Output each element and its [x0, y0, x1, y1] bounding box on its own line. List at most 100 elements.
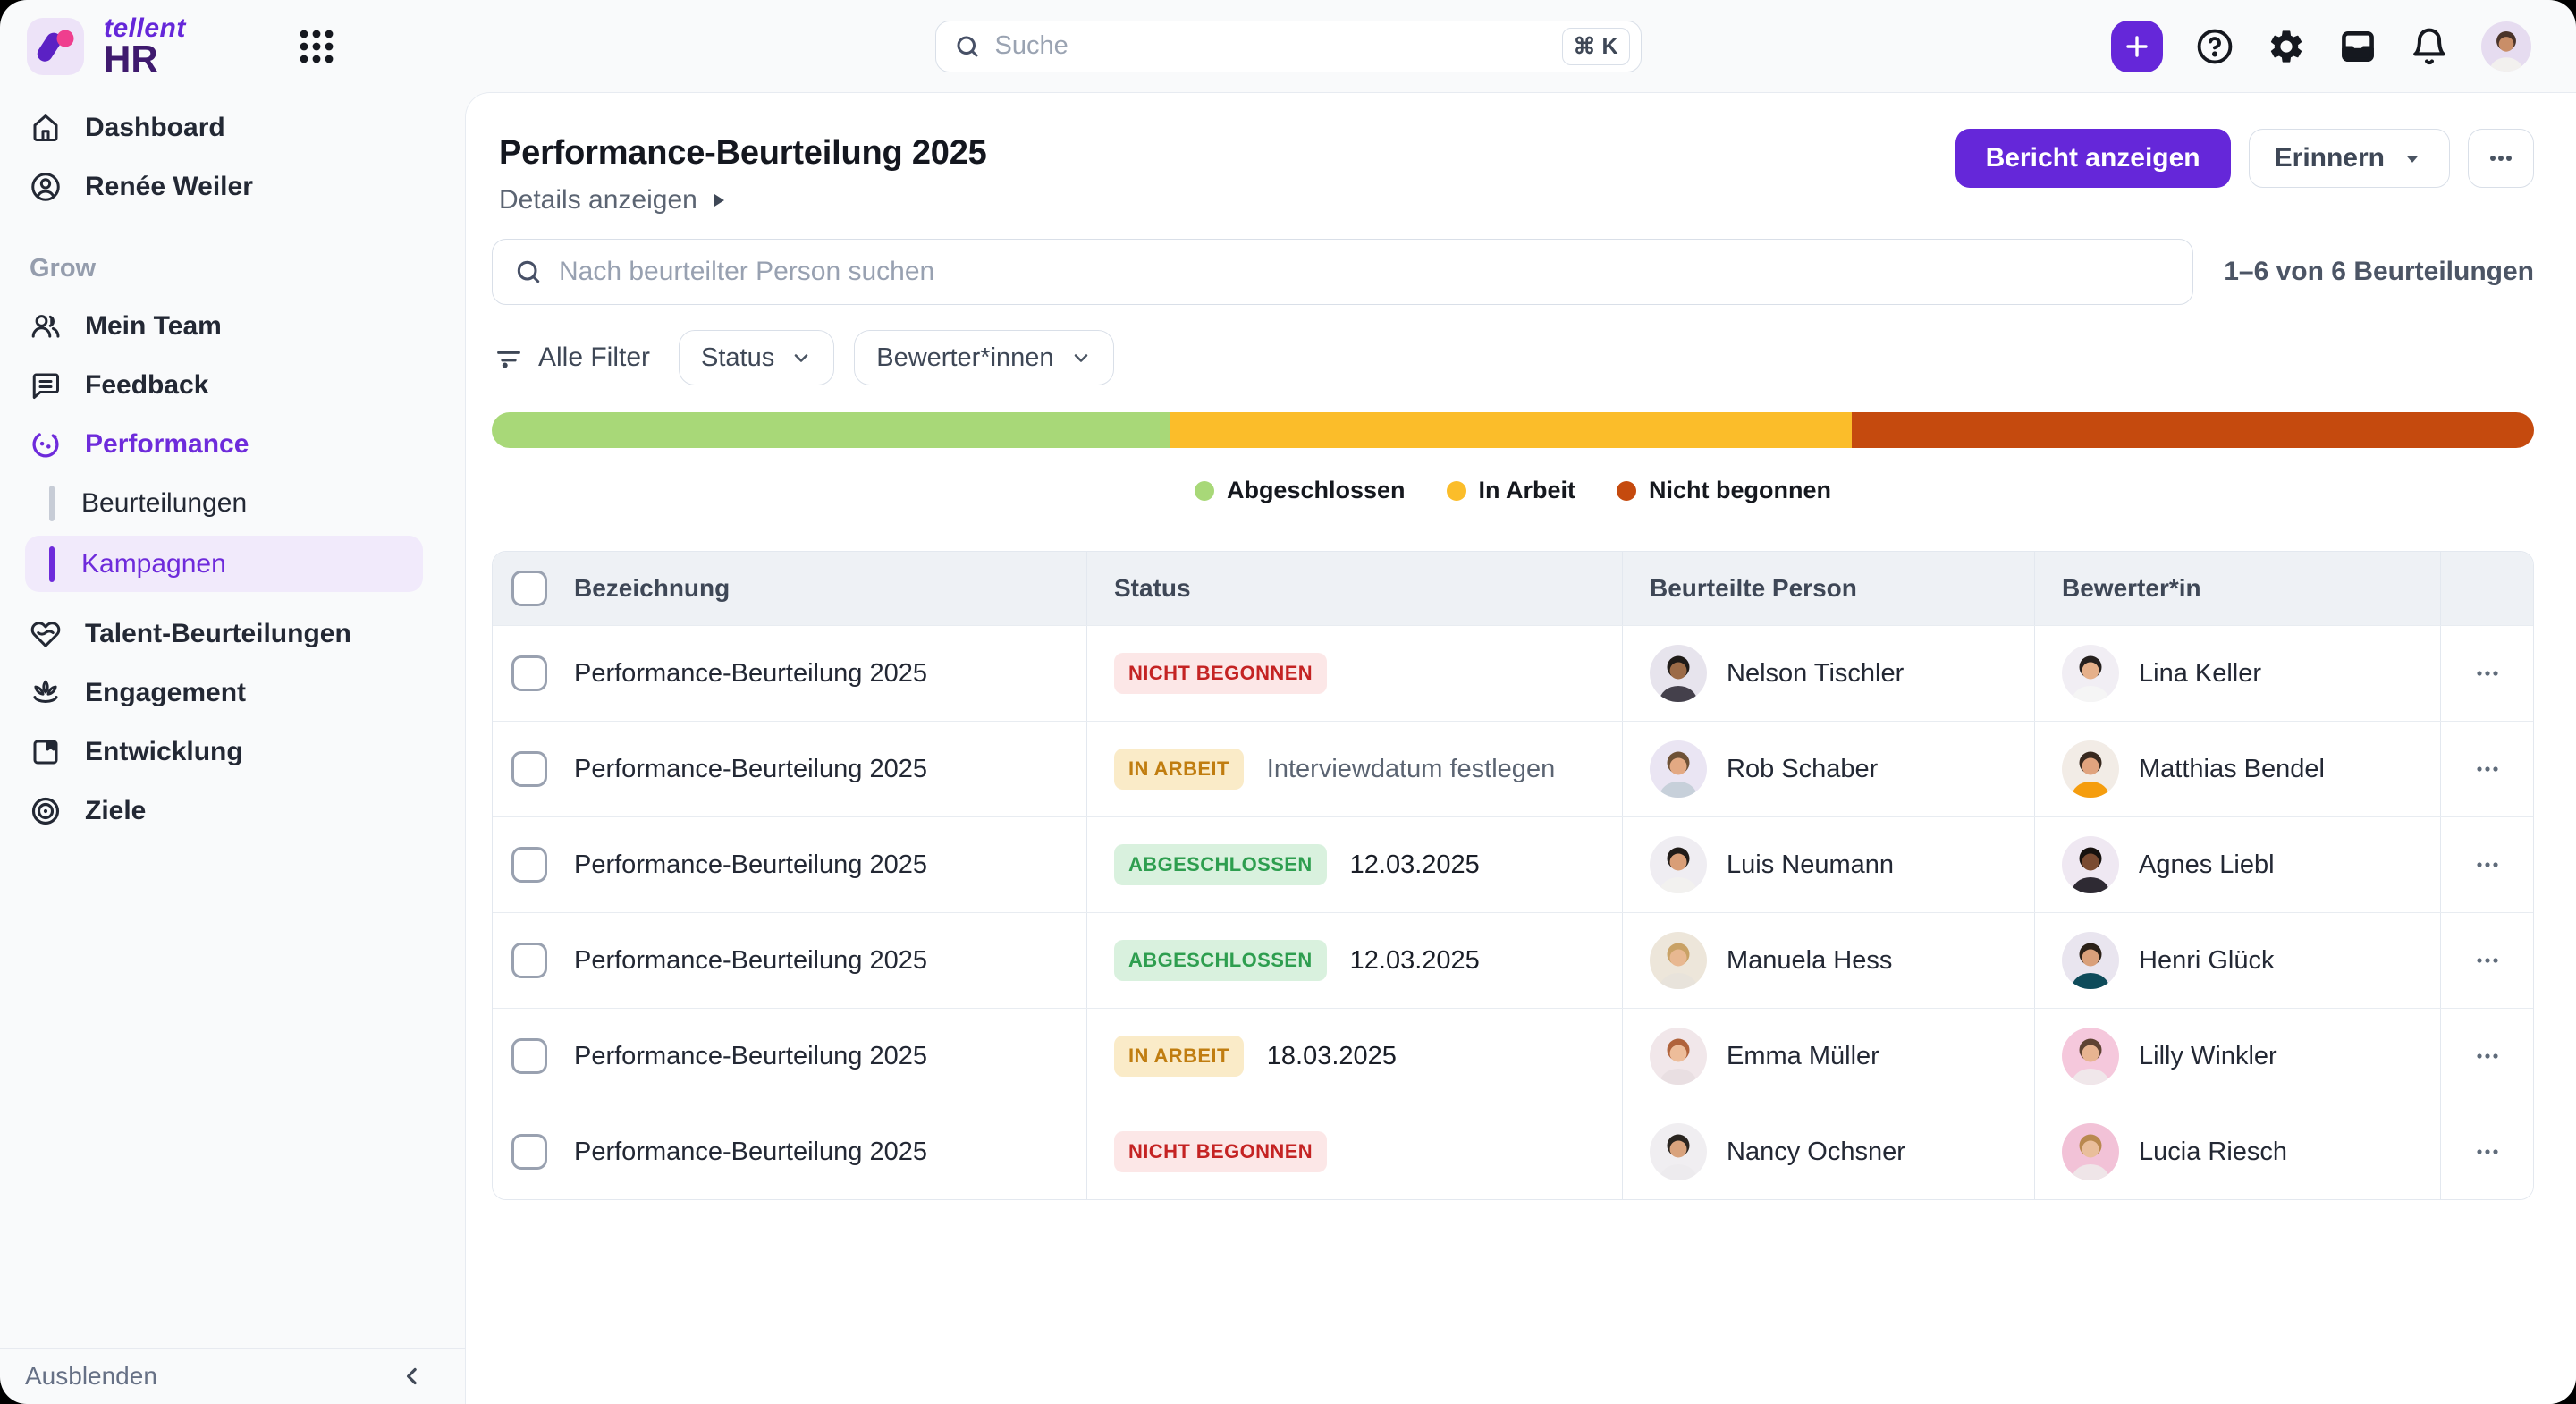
table-row: Performance-Beurteilung 2025 ABGESCHLOSS… [493, 912, 2533, 1008]
select-all-checkbox[interactable] [511, 571, 547, 606]
legend-item: Nicht begonnen [1617, 477, 1831, 504]
column-header: Bezeichnung [574, 574, 731, 602]
progress-bar [492, 412, 2534, 448]
person-name: Luis Neumann [1727, 850, 1894, 879]
notifications-bell-icon[interactable] [2410, 27, 2449, 66]
person-avatar [1650, 740, 1707, 798]
tellent-logo-icon [27, 17, 84, 75]
row-more-actions-button[interactable] [2465, 1129, 2510, 1174]
sidebar-item-beurteilungen[interactable]: Beurteilungen [0, 474, 465, 533]
sidebar-item-label: Performance [85, 429, 249, 459]
users-icon [30, 310, 62, 343]
row-more-actions-button[interactable] [2465, 938, 2510, 983]
status-badge: ABGESCHLOSSEN [1114, 844, 1327, 885]
row-checkbox[interactable] [511, 655, 547, 691]
result-count: 1–6 von 6 Beurteilungen [2224, 257, 2534, 286]
sidebar-item-profile[interactable]: Renée Weiler [0, 157, 465, 216]
sidebar-item-kampagnen[interactable]: Kampagnen [25, 536, 423, 592]
row-checkbox[interactable] [511, 943, 547, 978]
sidebar-item-label: Talent-Beurteilungen [85, 619, 351, 648]
review-name: Performance-Beurteilung 2025 [574, 850, 927, 879]
sidebar-item-entwicklung[interactable]: Entwicklung [0, 723, 465, 782]
sidebar-item-label: Engagement [85, 678, 247, 707]
table-body: Performance-Beurteilung 2025 NICHT BEGON… [493, 625, 2533, 1199]
person-avatar [1650, 1028, 1707, 1085]
goals-icon [30, 795, 62, 827]
reviewer-name: Lilly Winkler [2139, 1041, 2277, 1070]
row-more-actions-button[interactable] [2465, 651, 2510, 696]
reviewer-name: Matthias Bendel [2139, 754, 2325, 783]
table-row: Performance-Beurteilung 2025 NICHT BEGON… [493, 1104, 2533, 1199]
topbar-actions [2111, 20, 2531, 72]
row-more-actions-button[interactable] [2465, 747, 2510, 791]
help-icon[interactable] [2195, 27, 2234, 66]
progress-legend: Abgeschlossen In Arbeit Nicht begonnen [492, 477, 2534, 504]
collapse-label: Ausblenden [25, 1362, 157, 1390]
sidebar-item-performance[interactable]: Performance [0, 415, 465, 474]
status-badge: IN ARBEIT [1114, 1036, 1244, 1077]
tellent-logo[interactable]: tellent HR [27, 13, 186, 77]
status-badge: NICHT BEGONNEN [1114, 653, 1328, 694]
sidebar-item-ziele[interactable]: Ziele [0, 782, 465, 841]
sidebar-item-feedback[interactable]: Feedback [0, 356, 465, 415]
sidebar-item-label: Renée Weiler [85, 172, 253, 201]
development-icon [30, 736, 62, 768]
brand-name: tellent [104, 13, 186, 43]
row-checkbox[interactable] [511, 1134, 547, 1170]
review-name: Performance-Beurteilung 2025 [574, 1137, 927, 1166]
person-search-input[interactable] [557, 256, 2172, 288]
sidebar-item-talent-beurteilungen[interactable]: Talent-Beurteilungen [0, 605, 465, 664]
reviewer-avatar [2062, 1123, 2119, 1180]
talent-icon [30, 618, 62, 650]
app-grid-icon[interactable] [291, 21, 342, 72]
sidebar-item-label: Ziele [85, 796, 147, 825]
content-card: Performance-Beurteilung 2025 Details anz… [465, 92, 2576, 1404]
row-checkbox[interactable] [511, 1038, 547, 1074]
review-name: Performance-Beurteilung 2025 [574, 1041, 927, 1070]
reviewer-name: Agnes Liebl [2139, 850, 2275, 879]
person-avatar [1650, 1123, 1707, 1180]
sidebar-item-label: Kampagnen [81, 548, 226, 579]
settings-gear-icon[interactable] [2267, 27, 2306, 66]
status-badge: ABGESCHLOSSEN [1114, 940, 1327, 981]
more-actions-button[interactable] [2468, 129, 2534, 188]
table-row: Performance-Beurteilung 2025 NICHT BEGON… [493, 625, 2533, 721]
status-extra-text: 12.03.2025 [1349, 850, 1480, 879]
row-checkbox[interactable] [511, 847, 547, 883]
filter-status[interactable]: Status [679, 330, 835, 385]
row-more-actions-button[interactable] [2465, 1034, 2510, 1078]
reviews-table: Bezeichnung Status Beurteilte Person Bew… [492, 551, 2534, 1200]
topbar: tellent HR ⌘ K [0, 0, 2576, 92]
sidebar-item-engagement[interactable]: Engagement [0, 664, 465, 723]
sidebar-item-dashboard[interactable]: Dashboard [0, 98, 465, 157]
row-checkbox[interactable] [511, 751, 547, 787]
details-link[interactable]: Details anzeigen [499, 185, 987, 216]
create-button[interactable] [2111, 20, 2163, 72]
sidebar-item-label: Mein Team [85, 311, 222, 341]
column-header-actions [2440, 552, 2533, 625]
filter-bewerter[interactable]: Bewerter*innen [854, 330, 1114, 385]
person-avatar [1650, 836, 1707, 893]
chevron-left-icon [399, 1363, 426, 1390]
row-more-actions-button[interactable] [2465, 842, 2510, 887]
performance-icon [30, 428, 62, 461]
chevron-down-icon [1070, 347, 1092, 368]
column-header: Beurteilte Person [1622, 552, 2034, 625]
reviewer-avatar [2062, 836, 2119, 893]
legend-dot-icon [1194, 480, 1214, 501]
person-name: Nelson Tischler [1727, 658, 1905, 688]
global-search-input[interactable] [992, 30, 1562, 62]
remind-button[interactable]: Erinnern [2248, 129, 2450, 188]
sidebar-item-mein-team[interactable]: Mein Team [0, 297, 465, 356]
inbox-tray-icon[interactable] [2338, 27, 2378, 66]
nav-indicator-bar [49, 546, 55, 582]
sidebar-collapse[interactable]: Ausblenden [0, 1348, 465, 1404]
person-name: Rob Schaber [1727, 754, 1879, 783]
global-search: ⌘ K [934, 20, 1642, 72]
status-extra-text: 12.03.2025 [1349, 945, 1480, 975]
show-report-button[interactable]: Bericht anzeigen [1955, 129, 2231, 188]
sidebar-item-label: Feedback [85, 370, 209, 400]
user-avatar[interactable] [2481, 21, 2531, 72]
all-filters-button[interactable]: Alle Filter [492, 343, 659, 373]
